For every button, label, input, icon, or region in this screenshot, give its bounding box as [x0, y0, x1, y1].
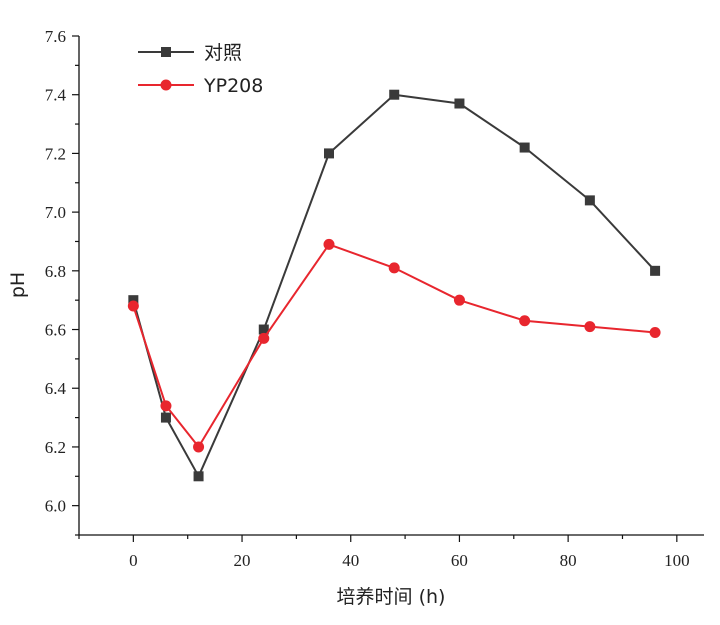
data-point-circle	[193, 441, 205, 453]
series-layer	[127, 89, 661, 482]
data-point-circle	[584, 321, 596, 333]
y-tick-label: 7.0	[45, 203, 66, 222]
data-point-circle	[649, 326, 661, 338]
x-tick-label: 80	[560, 551, 577, 570]
series-1	[127, 238, 661, 453]
x-tick-label: 60	[451, 551, 468, 570]
y-tick-label: 6.2	[45, 438, 66, 457]
data-point-square	[454, 98, 465, 109]
data-point-square	[650, 265, 661, 276]
series-line	[132, 93, 656, 478]
data-point-square	[519, 142, 530, 153]
data-point-square	[160, 412, 171, 423]
y-tick-label: 7.2	[45, 144, 66, 163]
x-tick-label: 100	[664, 551, 690, 570]
data-point-circle	[127, 300, 139, 312]
legend-label-1: YP208	[203, 75, 263, 97]
y-axis-ticks: 6.0 6.2 6.4 6.6 6.8 7.0 7.2 7.4 7.6	[45, 27, 79, 536]
data-point-circle	[323, 238, 335, 250]
data-point-square	[584, 195, 595, 206]
x-tick-label: 40	[342, 551, 359, 570]
x-axis-title: 培养时间 (h)	[337, 586, 446, 608]
data-point-square	[193, 471, 204, 482]
data-point-circle	[388, 262, 400, 274]
y-axis-title: pH	[7, 272, 29, 298]
legend-marker-square-icon	[161, 47, 171, 57]
legend-marker-circle-icon	[160, 79, 172, 91]
x-tick-label: 0	[129, 551, 138, 570]
data-point-circle	[160, 400, 172, 412]
y-tick-label: 7.6	[45, 27, 66, 46]
x-axis-ticks: 0 20 40 60 80 100	[78, 535, 690, 570]
y-tick-label: 6.6	[45, 321, 66, 340]
series-0	[128, 89, 661, 482]
legend: 对照 YP208	[138, 42, 263, 97]
data-point-circle	[258, 332, 270, 344]
y-tick-label: 6.4	[45, 379, 67, 398]
legend-label-0: 对照	[204, 42, 242, 64]
data-point-square	[324, 148, 334, 159]
x-tick-label: 20	[234, 551, 251, 570]
y-tick-label: 7.4	[45, 86, 67, 105]
y-tick-label: 6.8	[45, 262, 66, 281]
data-point-square	[128, 295, 139, 306]
series-line	[132, 243, 656, 448]
data-point-circle	[519, 315, 531, 327]
y-tick-label: 6.0	[45, 497, 66, 516]
axes	[78, 36, 704, 536]
data-point-circle	[453, 294, 465, 306]
data-point-square	[389, 89, 400, 100]
data-point-square	[258, 324, 269, 335]
